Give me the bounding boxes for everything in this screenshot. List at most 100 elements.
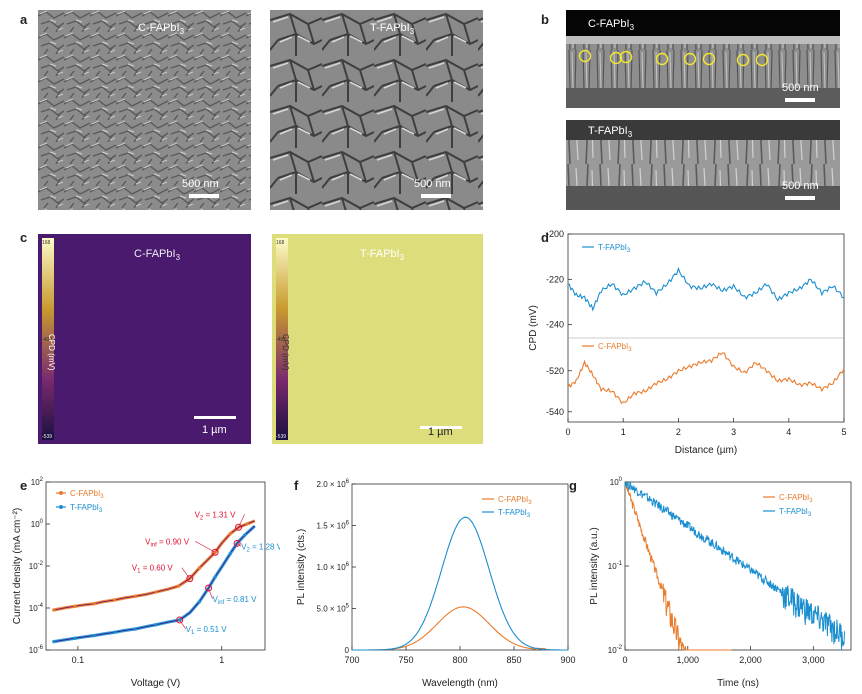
data-point-e-0-8 [133,594,137,598]
data-point-e-1-10 [154,623,158,627]
colorbar-c-title: CPD (mV) [47,334,56,371]
annotation-label-e-2: V1 = 0.60 V [132,564,174,575]
data-point-e-0-6 [113,598,117,602]
scale-label-a-right: 500 nm [414,178,451,190]
scale-bar-b-bottom [785,196,815,200]
legend-label-e-1: T-FAPbI3 [70,503,103,514]
colorbar-c-bottom: -539 [42,434,53,440]
data-point-e-1-16 [213,575,217,579]
x-tick-label-e-0: 0.1 [72,655,85,665]
x-tick-label-e-1: 1 [219,655,224,665]
series-line-upper-0 [567,266,845,312]
sem-texture-coarse [270,10,483,210]
legend-label-d-t: T-FAPbI3 [598,243,631,254]
y-tick-label-e-1: 100 [31,519,44,529]
scale-label-a-left: 500 nm [182,178,219,190]
y-tick-label-f-4: 0 [345,646,350,655]
scale-bar-a-right [421,194,451,198]
data-point-e-1-20 [243,533,247,537]
y-axis-label-f: PL intensity (cts.) [296,529,307,605]
colorbar-t-bottom: -539 [276,434,287,440]
legend-label-g-1: T-FAPbI3 [779,507,812,518]
chart-f-pl-spectra: 2.0 × 106 1.5 × 106 1.0 × 106 5.0 × 105 0700… [296,479,576,689]
colorbar-t-top: 168 [276,240,285,246]
annotation-marker-e-5 [176,616,184,624]
cross-label-t: T-FAPbI3 [588,125,633,140]
y-tick-label-upper-1: -220 [546,274,564,284]
legend-label-d-c: C-FAPbI3 [598,342,632,353]
colorbar-t [276,238,288,440]
x-axis-label-d: Distance (µm) [675,445,737,456]
annotation-label-e-5: V1 = 0.51 V [186,625,228,636]
kpfm-label-t: T-FAPbI3 [360,248,405,263]
panel-label-b: b [541,12,549,27]
series-line-f-1 [352,516,568,651]
kpfm-map-t: 168 -402 -539 CPD (mV) T-FAPbI3 1 µm [272,234,483,444]
annotation-label-e-1: Vinf = 0.90 V [145,537,190,548]
y-tick-label-f-2: 1.0 × 106 [317,562,350,572]
kpfm-map-c: 168 -402 -539 CPD (mV) C-FAPbI3 1 µm [38,234,251,444]
x-tick-label-g-1: 1,000 [677,655,700,665]
sem-cross-section-c: C-FAPbI3 500 nm [566,10,840,108]
x-tick-label-d-4: 4 [786,427,791,437]
data-point-e-0-0 [52,608,56,612]
scale-bar-a-left [189,194,219,198]
panel-label-d: d [541,230,549,245]
cross-section-c-drawing [566,10,840,108]
sem-cross-section-t: T-FAPbI3 500 nm [566,120,840,210]
x-tick-label-f-3: 850 [506,655,521,665]
sem-image-c-fapbi3: C-FAPbI3 500 nm [38,10,251,210]
cross-label-c: C-FAPbI3 [588,18,635,33]
annotation-leader-e-1 [194,541,216,553]
scale-label-b-top: 500 nm [782,82,819,94]
legend-dot-e-0 [59,491,63,495]
scale-bar-b-top [785,98,815,102]
y-tick-label-f-1: 1.5 × 106 [317,521,350,531]
plot-frame-d [567,233,845,423]
x-axis-label-f: Wavelength (nm) [422,678,498,689]
data-point-e-0-14 [197,566,202,570]
series-fit-e-0 [53,520,255,611]
x-tick-label-f-0: 700 [344,655,359,665]
y-axis-label-g: PL intensity (a.u.) [589,527,600,604]
data-point-e-1-0 [52,640,56,644]
x-tick-label-d-0: 0 [565,427,570,437]
chart-e-jv-log: 102 100 10-2 10-4 10-6 0.1 1 V2 = 1.31 V Vinf = … [12,477,280,689]
x-tick-label-d-5: 5 [841,427,846,437]
y-tick-label-upper-2: -240 [546,320,564,330]
panel-label-f: f [294,478,299,493]
scale-bar-c-right [420,426,462,429]
y-tick-label-f-0: 2.0 × 106 [317,479,350,489]
series-line-g-1 [624,481,845,651]
y-tick-label-f-3: 5.0 × 105 [317,604,350,614]
kpfm-map-t-fill [272,234,483,444]
data-point-e-1-14 [197,600,202,604]
legend-label-e-0: C-FAPbI3 [70,489,104,500]
kpfm-label-c: C-FAPbI3 [134,248,181,263]
x-tick-label-f-2: 800 [452,655,467,665]
series-line-lower-0 [567,352,845,405]
data-point-e-0-16 [213,550,217,554]
data-point-e-0-10 [154,590,158,594]
void-markers [578,49,769,67]
sem-texture-fine [38,10,251,210]
x-tick-label-d-2: 2 [676,427,681,437]
data-point-e-0-18 [228,531,233,536]
data-point-e-0-4 [92,602,96,606]
x-tick-label-d-1: 1 [621,427,626,437]
x-tick-label-f-4: 900 [560,655,575,665]
panel-label-a: a [20,12,28,27]
annotation-marker-e-1 [211,548,219,556]
data-point-e-1-2 [73,636,77,640]
scale-label-c-left: 1 µm [202,424,227,436]
series-fit-e-1 [53,525,256,643]
annotation-marker-e-0 [235,523,243,531]
sem-label-t: T-FAPbI3 [370,22,415,37]
annotation-marker-e-3 [233,539,241,547]
sem-label-c: C-FAPbI3 [138,22,185,37]
legend-label-g-0: C-FAPbI3 [779,493,813,504]
colorbar-c-top: 168 [42,240,51,246]
annotation-marker-e-4 [205,584,213,592]
scale-label-c-right: 1 µm [428,426,453,438]
y-tick-label-lower-0: -520 [546,366,564,376]
